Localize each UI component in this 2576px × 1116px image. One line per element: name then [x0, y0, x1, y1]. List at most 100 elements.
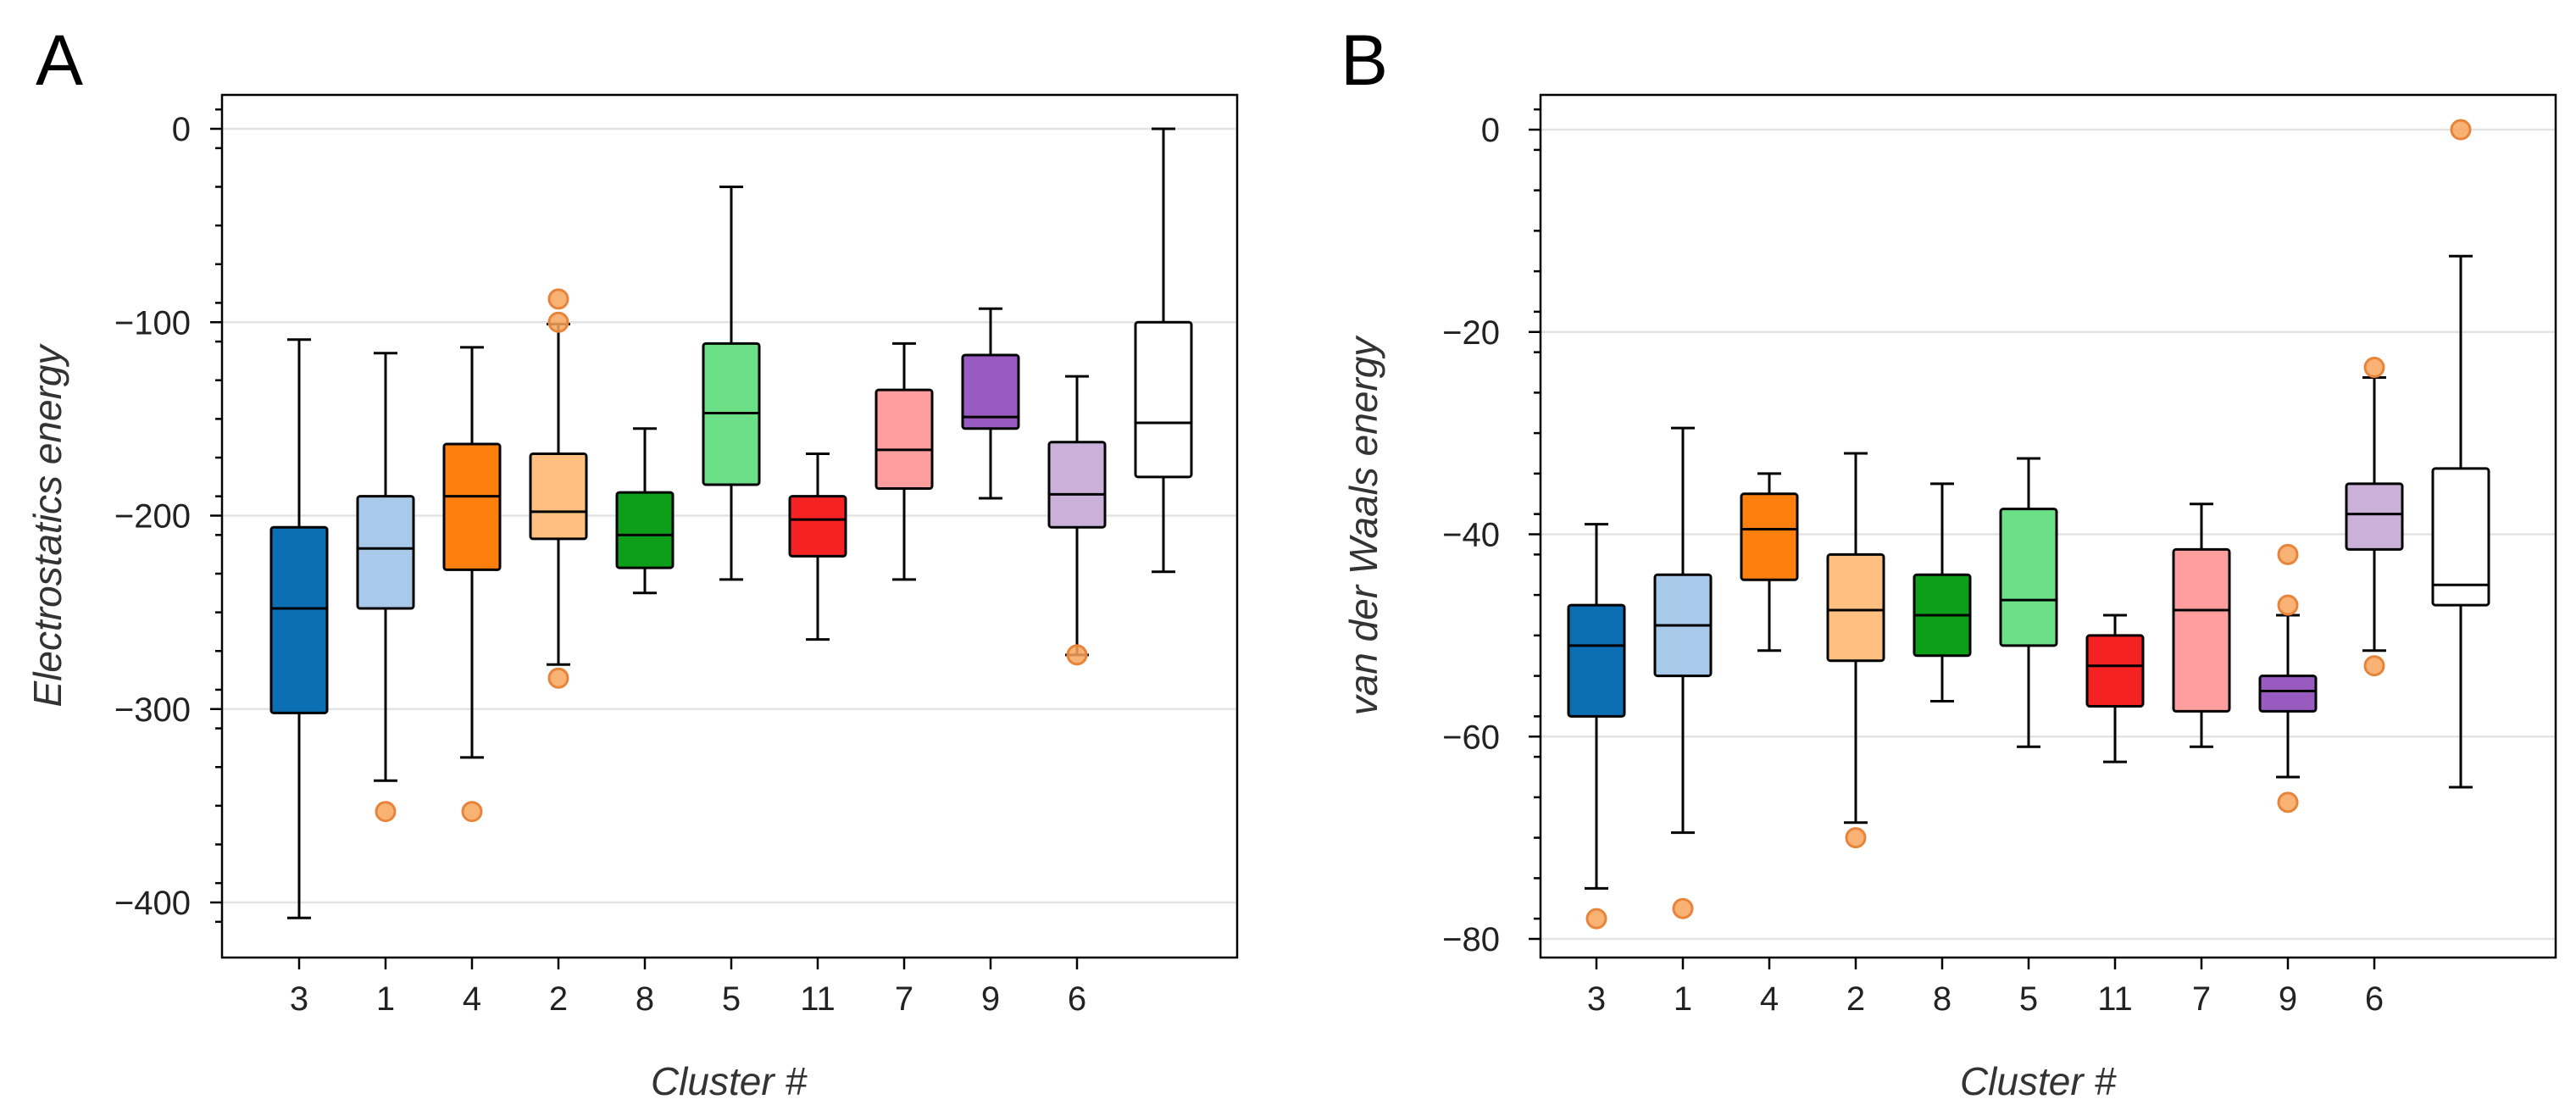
box-cluster-1	[356, 352, 415, 823]
y-axis-b: 0 −20 −40 −60 −80	[1442, 108, 1541, 958]
box-cluster-6	[1047, 375, 1107, 666]
plot-frame-b	[1539, 93, 2557, 959]
box-iqr	[615, 491, 675, 569]
y-axis-label-a: Electrostatics energy	[25, 343, 69, 708]
x-tick-label: 4	[463, 980, 481, 1018]
box-iqr	[961, 353, 1020, 430]
box-cluster-3	[269, 338, 329, 919]
box-cluster-6	[2345, 357, 2404, 677]
y-tick-label: −40	[1442, 517, 1500, 554]
x-tick-label: 2	[1846, 980, 1865, 1018]
boxes-b	[1567, 119, 2490, 930]
x-tick-label: 9	[2279, 980, 2297, 1018]
x-tick-label: 6	[1068, 980, 1086, 1018]
box-iqr	[2345, 482, 2404, 551]
box-iqr	[1567, 603, 1626, 718]
outlier-point	[547, 288, 569, 310]
box-iqr	[2172, 547, 2231, 713]
x-tick-label: 2	[549, 980, 568, 1018]
box-cluster-8	[615, 427, 675, 595]
y-tick-label: −400	[114, 885, 191, 922]
x-tick-label: 8	[636, 980, 654, 1018]
y-tick-label: −20	[1442, 314, 1500, 352]
box-cluster-1	[1653, 426, 1713, 919]
box-cluster-7	[2172, 502, 2231, 748]
box-iqr	[2431, 467, 2490, 607]
box-cluster-2	[1826, 452, 1885, 849]
x-tick-label: 1	[376, 980, 395, 1018]
x-tick-label: 8	[1933, 980, 1951, 1018]
y-tick-label: −300	[114, 691, 191, 729]
box-cluster-3	[1567, 523, 1626, 930]
box-cluster-11	[788, 452, 847, 641]
box-iqr	[2258, 675, 2318, 713]
x-tick-label: 11	[800, 980, 836, 1018]
boxes-a	[269, 127, 1193, 919]
box-cluster-11	[2085, 614, 2145, 763]
box-cluster-9	[961, 307, 1020, 500]
panel-letter-b: B	[1341, 20, 1388, 100]
box-cluster-4	[1740, 472, 1799, 652]
box-cluster-9	[2258, 543, 2318, 813]
plot-frame-a	[220, 93, 1239, 959]
x-tick-label: 3	[1587, 980, 1606, 1018]
panel-letter-a: A	[36, 20, 83, 100]
box-iqr	[1740, 492, 1799, 581]
outlier-point	[2450, 119, 2472, 141]
y-axis-label-b: van der Waals energy	[1341, 335, 1385, 716]
x-tick-label: 6	[2365, 980, 2384, 1018]
outlier-point	[461, 801, 483, 823]
outlier-point	[1672, 897, 1694, 919]
box-iqr	[1826, 552, 1885, 663]
box-iqr	[442, 442, 502, 571]
y-tick-label: −80	[1442, 921, 1500, 958]
outlier-point	[547, 667, 569, 689]
outlier-point	[2277, 791, 2299, 813]
outlier-point	[2363, 655, 2385, 677]
outlier-point	[2277, 543, 2299, 565]
x-axis-label-a: Cluster #	[651, 1059, 808, 1103]
x-tick-label: 7	[895, 980, 913, 1018]
y-tick-label: −200	[114, 498, 191, 536]
y-tick-label: −100	[114, 304, 191, 341]
x-tick-label: 3	[290, 980, 308, 1018]
x-axis-b: 3 1 4 2 8 5 11 7 9 6	[1587, 958, 2384, 1018]
outlier-point	[375, 801, 397, 823]
outlier-point	[1066, 644, 1088, 666]
box-iqr	[269, 525, 329, 714]
box-cluster-all	[1134, 127, 1193, 574]
box-iqr	[2085, 634, 2145, 708]
box-cluster-5	[702, 185, 761, 581]
outlier-point	[1845, 827, 1867, 849]
x-tick-label: 4	[1760, 980, 1779, 1018]
x-tick-label: 5	[2019, 980, 2038, 1018]
box-cluster-5	[1999, 457, 2058, 748]
x-tick-label: 1	[1674, 980, 1692, 1018]
box-iqr	[1047, 441, 1107, 529]
box-iqr	[356, 495, 415, 610]
y-tick-label: 0	[1481, 112, 1500, 149]
outlier-point	[2277, 594, 2299, 616]
x-axis-a: 3 1 4 2 8 5 11 7 9 6	[290, 958, 1086, 1018]
box-iqr	[529, 452, 588, 541]
y-tick-label: −60	[1442, 719, 1500, 756]
box-cluster-7	[874, 341, 934, 581]
x-tick-label: 5	[722, 980, 741, 1018]
box-iqr	[1999, 508, 2058, 647]
box-cluster-2	[529, 288, 588, 689]
y-axis-a: 0 −100 −200 −300 −400	[114, 108, 222, 924]
box-cluster-all	[2431, 119, 2490, 789]
outlier-point	[1585, 908, 1607, 930]
box-iqr	[788, 495, 847, 558]
box-cluster-4	[442, 346, 502, 823]
y-tick-label: 0	[172, 111, 191, 148]
box-iqr	[874, 388, 934, 491]
x-tick-label: 7	[2192, 980, 2211, 1018]
box-cluster-8	[1913, 482, 1972, 702]
box-iqr	[1134, 320, 1193, 479]
panel-b: B 0 −20 −40 −60 −80 3 1 4 2 8 5 11 7 9 6 van der Waal…	[1341, 20, 2557, 1103]
x-axis-label-b: Cluster #	[1960, 1059, 2117, 1103]
outlier-point	[2363, 357, 2385, 379]
x-tick-label: 9	[981, 980, 1000, 1018]
